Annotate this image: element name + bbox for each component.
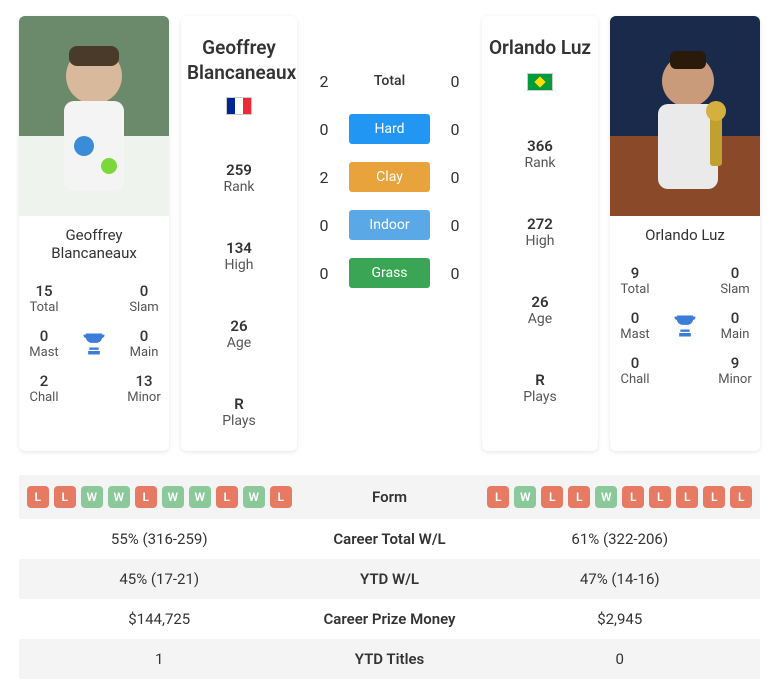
loss-pill: L (703, 486, 725, 508)
titles-slam-right: 0Slam (710, 258, 760, 303)
surface-total: 2 Total 0 (309, 66, 470, 96)
loss-pill: L (54, 486, 76, 508)
high-right: 272High (482, 193, 598, 271)
player-name-left: Geoffrey Blancaneaux (19, 216, 169, 272)
loss-pill: L (730, 486, 752, 508)
surface-hard[interactable]: 0 Hard 0 (309, 114, 470, 144)
row-prize: $144,725 Career Prize Money $2,945 (19, 599, 760, 639)
player-card-left[interactable]: Geoffrey Blancaneaux 15Total 0Slam 0Mast… (19, 16, 169, 451)
player-card-right[interactable]: Orlando Luz 9Total 0Slam 0Mast 0Main 0Ch… (610, 16, 760, 451)
flag-br-icon (527, 73, 553, 91)
titles-main-left: 0Main (119, 321, 169, 366)
surface-indoor[interactable]: 0 Indoor 0 (309, 210, 470, 240)
age-left: 26Age (181, 295, 297, 373)
titles-mast-left: 0Mast (19, 321, 69, 366)
row-form: LLWWLWWLWL Form LWLLWLLLLL (19, 475, 760, 519)
loss-pill: L (487, 486, 509, 508)
player-photo-right (610, 16, 760, 216)
win-pill: W (108, 486, 130, 508)
titles-slam-left: 0Slam (119, 276, 169, 321)
surface-grass[interactable]: 0 Grass 0 (309, 258, 470, 288)
loss-pill: L (135, 486, 157, 508)
titles-chall-left: 2Chall (19, 366, 69, 411)
player-photo-left (19, 16, 169, 216)
win-pill: W (81, 486, 103, 508)
trophy-icon-left (69, 321, 119, 366)
surface-clay[interactable]: 2 Clay 0 (309, 162, 470, 192)
info-card-left: Geoffrey Blancaneaux 259Rank 134High 26A… (181, 16, 297, 451)
titles-minor-right: 9Minor (710, 348, 760, 393)
comparison-table: LLWWLWWLWL Form LWLLWLLLLL 55% (316-259)… (19, 475, 760, 679)
rank-right: 366Rank (482, 115, 598, 193)
titles-grid-right: 9Total 0Slam 0Mast 0Main 0Chall 9Minor (610, 254, 760, 401)
plays-left: RPlays (181, 373, 297, 451)
trophy-icon-right (660, 303, 710, 348)
player-name-right: Orlando Luz (610, 216, 760, 254)
player-header-left: Geoffrey Blancaneaux (181, 16, 297, 93)
loss-pill: L (216, 486, 238, 508)
high-left: 134High (181, 217, 297, 295)
win-pill: W (162, 486, 184, 508)
titles-minor-left: 13Minor (119, 366, 169, 411)
head-to-head-surfaces: 2 Total 0 0 Hard 0 2 Clay 0 0 Indoor 0 0… (309, 16, 470, 451)
loss-pill: L (649, 486, 671, 508)
titles-chall-right: 0Chall (610, 348, 660, 393)
win-pill: W (243, 486, 265, 508)
loss-pill: L (27, 486, 49, 508)
win-pill: W (514, 486, 536, 508)
titles-total-right: 9Total (610, 258, 660, 303)
form-stream-left: LLWWLWWLWL (19, 486, 300, 508)
loss-pill: L (270, 486, 292, 508)
player-header-right: Orlando Luz (482, 16, 598, 69)
loss-pill: L (622, 486, 644, 508)
flag-right (482, 69, 598, 115)
row-career-wl: 55% (316-259) Career Total W/L 61% (322-… (19, 519, 760, 559)
titles-grid-left: 15Total 0Slam 0Mast 0Main 2Chall 13Minor (19, 272, 169, 419)
loss-pill: L (568, 486, 590, 508)
flag-left (181, 93, 297, 139)
age-right: 26Age (482, 271, 598, 349)
plays-right: RPlays (482, 349, 598, 427)
top-comparison-row: Geoffrey Blancaneaux 15Total 0Slam 0Mast… (19, 16, 760, 451)
row-ytd-titles: 1 YTD Titles 0 (19, 639, 760, 679)
titles-mast-right: 0Mast (610, 303, 660, 348)
info-card-right: Orlando Luz 366Rank 272High 26Age RPlays (482, 16, 598, 451)
form-stream-right: LWLLWLLLLL (480, 486, 761, 508)
titles-main-right: 0Main (710, 303, 760, 348)
win-pill: W (595, 486, 617, 508)
loss-pill: L (541, 486, 563, 508)
loss-pill: L (676, 486, 698, 508)
titles-total-left: 15Total (19, 276, 69, 321)
rank-left: 259Rank (181, 139, 297, 217)
row-ytd-wl: 45% (17-21) YTD W/L 47% (14-16) (19, 559, 760, 599)
win-pill: W (189, 486, 211, 508)
flag-fr-icon (226, 97, 252, 115)
